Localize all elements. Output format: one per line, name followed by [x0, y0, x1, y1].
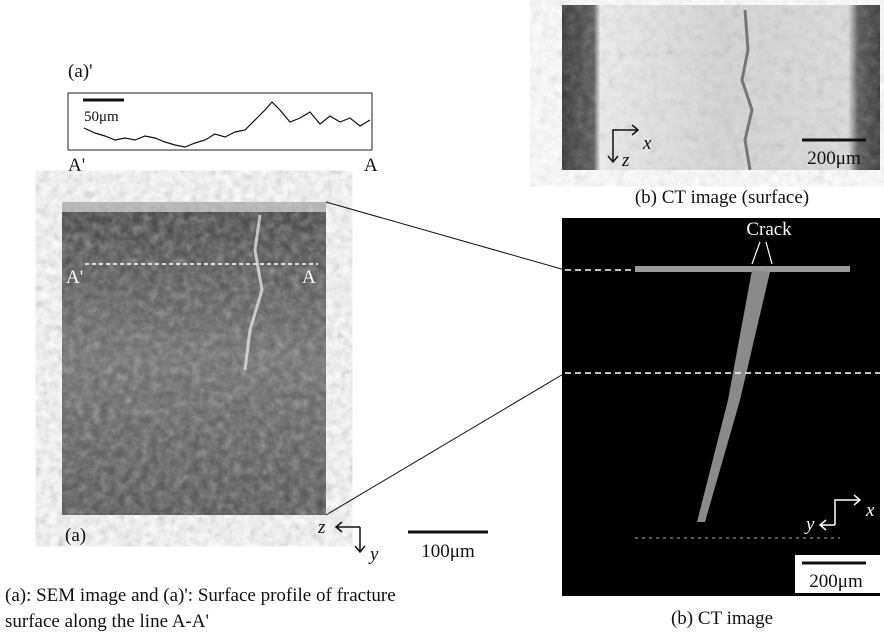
profile-label: (a)'	[68, 61, 93, 82]
ct-surface-axis-x: x	[642, 133, 652, 154]
sem-axis-y: y	[368, 544, 379, 565]
profile-right: A	[364, 155, 378, 176]
ct-axis-x: x	[865, 500, 875, 521]
ct-surface-caption: (b) CT image (surface)	[635, 187, 809, 208]
connector	[326, 373, 565, 515]
sem-texture	[62, 202, 326, 515]
ct-surface-scale: 200μm	[807, 148, 861, 169]
ct-scale: 200μm	[809, 571, 863, 592]
connector	[326, 202, 565, 270]
caption-a-line1: (a): SEM image and (a)': Surface profile…	[5, 585, 396, 606]
ct-surface-texture	[562, 5, 880, 170]
ct-axis-y: y	[804, 514, 815, 535]
sem-scale: 100μm	[421, 541, 475, 562]
sem-label-right: A	[302, 267, 316, 288]
sem-axes	[336, 522, 365, 552]
profile-line	[84, 102, 370, 147]
ct-annotation: Crack	[746, 219, 792, 240]
sem-axis-z: z	[317, 517, 326, 538]
sem-edge	[62, 202, 326, 212]
caption-a-line2: surface along the line A-A'	[5, 611, 209, 632]
ct-caption: (b) CT image	[671, 608, 773, 629]
profile-left: A'	[68, 155, 85, 176]
profile-scale: 50μm	[84, 109, 119, 125]
ct-surface-slice	[635, 266, 850, 272]
ct-image	[562, 218, 880, 596]
figure: (a)' 50μm A' A A' A (a) z y 100μm (a): S…	[0, 0, 884, 635]
sem-panel-label: (a)	[65, 525, 86, 546]
ct-surface-axis-z: z	[621, 150, 630, 171]
sem-label-left: A'	[66, 267, 83, 288]
